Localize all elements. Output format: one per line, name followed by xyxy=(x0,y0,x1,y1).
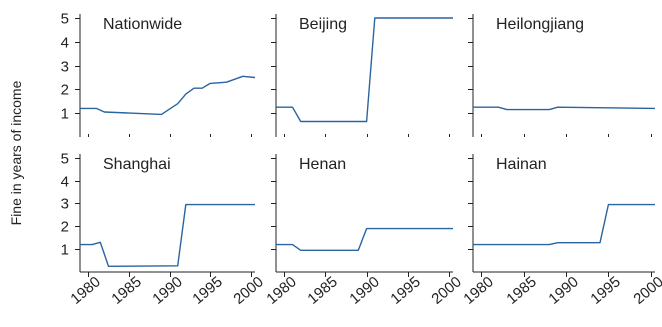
series-line-shanghai xyxy=(80,205,255,267)
x-tick-label: 1980 xyxy=(263,273,299,307)
series-line-nationwide xyxy=(80,76,255,114)
x-tick-label: 1995 xyxy=(587,273,623,307)
x-tick-label: 1990 xyxy=(346,273,382,307)
y-tick-label: 2 xyxy=(61,82,69,99)
x-tick-label: 1980 xyxy=(460,273,496,307)
y-axis-label: Fine in years of income xyxy=(8,80,24,225)
x-tick-label: 2000 xyxy=(428,273,464,307)
series-line-beijing xyxy=(276,18,453,122)
y-tick-label: 1 xyxy=(61,242,69,259)
x-tick-label: 1995 xyxy=(387,273,423,307)
y-tick-label: 3 xyxy=(61,59,69,76)
x-tick-label: 1985 xyxy=(304,273,340,307)
y-tick-label: 4 xyxy=(61,35,69,52)
y-tick-label: 2 xyxy=(61,219,69,236)
panel-title: Heilongjiang xyxy=(496,16,584,33)
panel-henan: 1980 1985 1990 1995 2000 Henan xyxy=(263,154,464,308)
y-tick-label: 5 xyxy=(61,11,69,28)
x-tick-label: 1995 xyxy=(189,273,225,307)
x-tick-label: 1990 xyxy=(545,273,581,307)
panel-nationwide: 1 2 3 4 5 Nationwide xyxy=(61,11,255,138)
panel-title: Hainan xyxy=(496,156,547,173)
panel-shanghai: 1 2 3 4 5 1980 1985 1990 1995 2000 Shanghai xyxy=(61,151,267,308)
x-tick-label: 1990 xyxy=(149,273,185,307)
x-tick-label: 1985 xyxy=(503,273,539,307)
series-line-heilongjiang xyxy=(473,107,655,109)
panel-title: Nationwide xyxy=(103,16,182,33)
y-tick-label: 5 xyxy=(61,151,69,168)
panel-title: Shanghai xyxy=(103,156,171,173)
y-tick-label: 3 xyxy=(61,196,69,213)
x-tick-label: 2000 xyxy=(630,273,662,307)
series-line-henan xyxy=(276,229,453,251)
x-tick-label: 2000 xyxy=(230,273,266,307)
x-tick-label: 1985 xyxy=(108,273,144,307)
x-tick-label: 1980 xyxy=(67,273,103,307)
panel-title: Beijing xyxy=(299,16,347,33)
series-line-hainan xyxy=(473,205,655,245)
panel-hainan: 1980 1985 1990 1995 2000 Hainan xyxy=(460,154,662,308)
y-tick-label: 4 xyxy=(61,174,69,191)
panel-heilongjiang: Heilongjiang xyxy=(468,14,655,137)
y-tick-label: 1 xyxy=(61,106,69,123)
panel-beijing: Beijing xyxy=(271,14,453,137)
panel-title: Henan xyxy=(299,156,346,173)
